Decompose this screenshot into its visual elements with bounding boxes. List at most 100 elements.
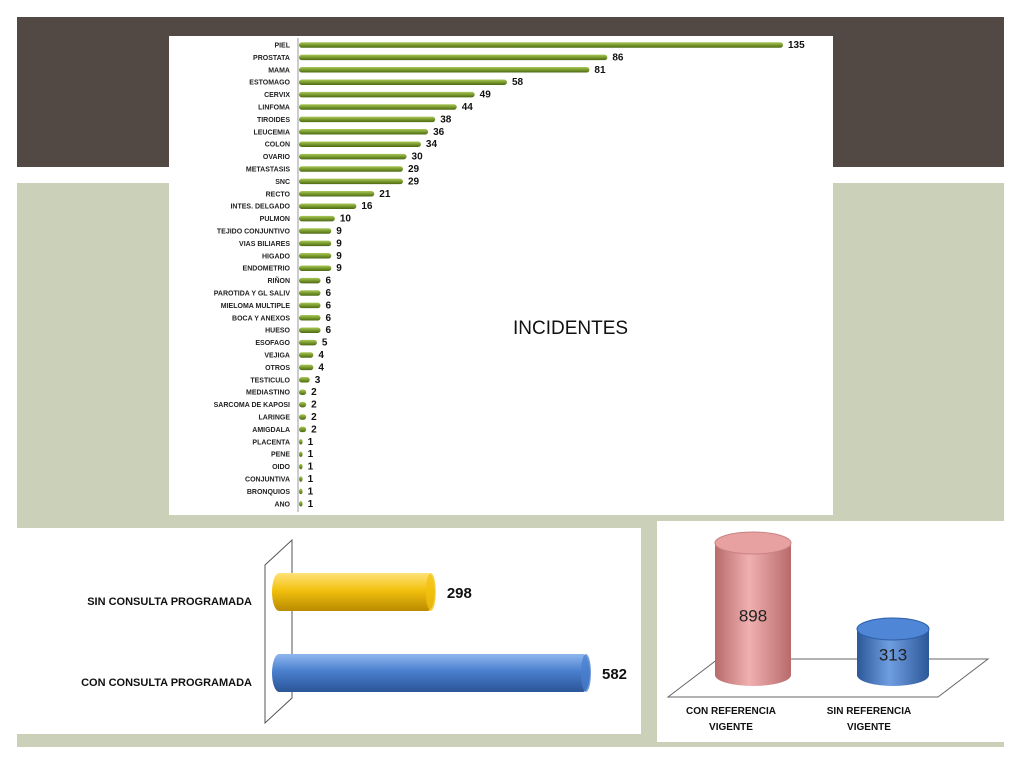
bar-sarcoma-de-kaposi [299, 401, 307, 408]
category-label-sin-consulta-programada: SIN CONSULTA PROGRAMADA [87, 596, 252, 608]
bar-vias-biliares [299, 240, 332, 247]
bar-mediastino [299, 389, 307, 395]
category-label-sin-referencia-vigente: SIN REFERENCIA [827, 706, 911, 717]
bar-snc [299, 178, 403, 185]
category-label-con-consulta-programada: CON CONSULTA PROGRAMADA [81, 677, 252, 689]
value-label-leucemia: 36 [433, 127, 445, 138]
category-label-endometrio: ENDOMETRIO [243, 266, 291, 273]
category-label-intes-delgado: INTES. DELGADO [230, 204, 290, 211]
category-label-hueso: HUESO [265, 328, 290, 335]
value-label-snc: 29 [408, 176, 420, 187]
category-label-prostata: PROSTATA [253, 55, 290, 62]
category-label-pene: PENE [271, 452, 290, 459]
incidentes-chart-panel [169, 36, 833, 515]
bar-oido [299, 463, 303, 470]
value-label-conjuntiva: 1 [308, 474, 314, 485]
value-label-mediastino: 2 [311, 387, 317, 398]
bar-pulmon [299, 215, 335, 222]
value-label-otros: 4 [318, 362, 324, 373]
value-label-cervix: 49 [480, 90, 492, 101]
value-label-esofago: 5 [322, 338, 328, 349]
value-label-intes-delgado: 16 [361, 201, 373, 212]
bar-conjuntiva [299, 476, 303, 482]
category-label-snc: SNC [275, 179, 290, 186]
cylinder-sin-referencia-vigente [857, 628, 929, 686]
bar-mama [299, 67, 590, 73]
value-label-estomago: 58 [512, 77, 524, 88]
bar-parotida-y-gl-saliv [299, 290, 321, 296]
cylinder-top-sin-referencia-vigente [856, 617, 930, 641]
bar-pene [299, 451, 303, 457]
value-label-mieloma-multiple: 6 [326, 300, 332, 311]
value-label-sarcoma-de-kaposi: 2 [311, 400, 317, 411]
bar-prostata [299, 54, 608, 61]
category-label-mieloma-multiple: MIELOMA MULTIPLE [221, 303, 291, 310]
category-label-line2-sin-referencia-vigente: VIGENTE [847, 722, 891, 733]
bar-intes-delgado [299, 203, 357, 209]
bar-tejido-conjuntivo [299, 228, 332, 234]
value-label-testiculo: 3 [315, 375, 321, 386]
bar-laringe [299, 414, 307, 420]
value-label-ano: 1 [308, 499, 314, 510]
bar-otros [299, 364, 314, 371]
category-label-amigdala: AMIGDALA [252, 427, 290, 434]
value-label-prostata: 86 [612, 52, 624, 63]
bar-metastasis [299, 166, 403, 172]
bar-cervix [299, 91, 475, 98]
value-label-pulmon: 10 [340, 214, 352, 225]
category-label-con-referencia-vigente: CON REFERENCIA [686, 706, 776, 717]
category-label-mediastino: MEDIASTINO [246, 390, 291, 397]
category-label-line2-con-referencia-vigente: VIGENTE [709, 722, 753, 733]
cylinder-con-referencia-vigente [715, 543, 791, 686]
category-label-recto: RECTO [266, 191, 291, 198]
bar-piel [299, 42, 783, 48]
referencia-chart-panel [657, 521, 1004, 742]
bar-ovario [299, 153, 407, 160]
bar-colon [299, 141, 421, 147]
value-label-colon: 34 [426, 139, 438, 150]
bar-riñon [299, 277, 321, 284]
value-label-oido: 1 [308, 462, 314, 473]
bar-estomago [299, 79, 507, 85]
category-label-cervix: CERVIX [264, 92, 290, 99]
bar-mieloma-multiple [299, 302, 321, 309]
value-label-vejiga: 4 [318, 350, 324, 361]
value-label-mama: 81 [594, 65, 606, 76]
value-label-tiroides: 38 [440, 114, 452, 125]
value-label-recto: 21 [379, 189, 391, 200]
value-label-boca-y-anexos: 6 [326, 313, 332, 324]
category-label-ano: ANO [274, 501, 290, 508]
cylinder-top-con-referencia-vigente [714, 531, 792, 555]
category-label-riñon: RIÑON [267, 276, 290, 285]
category-label-higado: HIGADO [262, 253, 291, 260]
bar-esofago [299, 339, 317, 346]
value-label-con-consulta-programada: 582 [602, 666, 627, 683]
category-label-metastasis: METASTASIS [246, 167, 290, 174]
bar-placenta [299, 439, 303, 445]
bar-end-con-consulta-programada [581, 654, 591, 692]
category-label-otros: OTROS [265, 365, 290, 372]
value-label-linfoma: 44 [462, 102, 474, 113]
value-label-ovario: 30 [412, 152, 424, 163]
category-label-piel: PIEL [274, 43, 290, 50]
category-label-pulmon: PULMON [260, 216, 290, 223]
value-label-pene: 1 [308, 449, 314, 460]
category-label-conjuntiva: CONJUNTIVA [245, 477, 290, 484]
value-label-sin-referencia-vigente: 313 [879, 645, 907, 664]
category-label-mama: MAMA [268, 67, 290, 74]
bar-boca-y-anexos [299, 315, 321, 321]
value-label-bronquios: 1 [308, 486, 314, 497]
bar-hueso [299, 327, 321, 333]
consulta-chart-panel [17, 528, 641, 734]
bar-bronquios [299, 488, 303, 495]
bar-con-consulta-programada [272, 654, 590, 692]
bar-sin-consulta-programada [272, 573, 435, 611]
category-label-bronquios: BRONQUIOS [247, 489, 291, 496]
value-label-amigdala: 2 [311, 424, 317, 435]
category-label-sarcoma-de-kaposi: SARCOMA DE KAPOSI [214, 402, 290, 409]
bar-ano [299, 501, 303, 507]
value-label-piel: 135 [788, 40, 805, 51]
bar-leucemia [299, 129, 429, 135]
category-label-tiroides: TIROIDES [257, 117, 290, 124]
